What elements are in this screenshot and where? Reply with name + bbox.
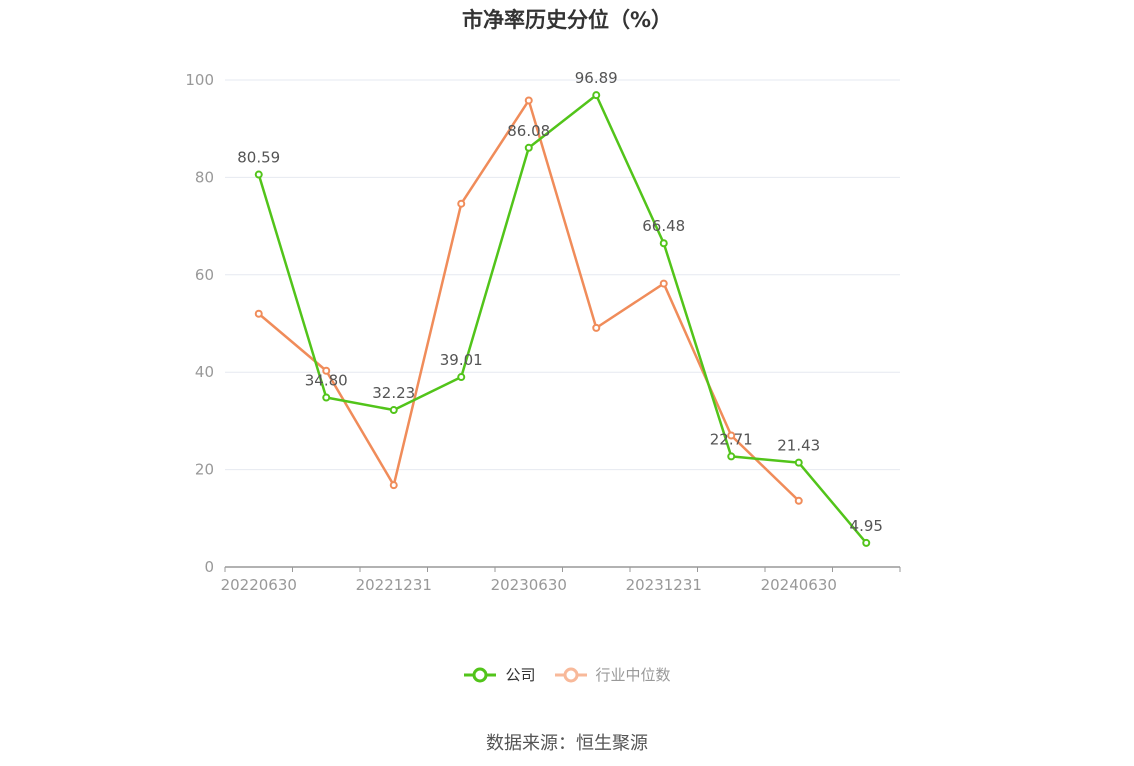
data-point-company xyxy=(592,91,601,100)
y-tick-label: 100 xyxy=(185,71,214,89)
data-label-company: 34.80 xyxy=(305,372,348,390)
y-tick-label: 0 xyxy=(204,558,214,576)
y-tick-label: 20 xyxy=(195,461,214,479)
data-labels: 80.59 34.80 32.23 39.01 86.08 96.89 66.48 22.71… xyxy=(237,69,883,535)
data-point-industry xyxy=(592,323,601,332)
legend-marker-company xyxy=(464,667,497,682)
series-layer xyxy=(254,91,871,547)
data-label-company: 96.89 xyxy=(575,69,618,87)
source-note: 数据来源：恒生聚源 xyxy=(486,733,648,754)
data-point-industry xyxy=(659,279,668,288)
data-point-industry xyxy=(389,481,398,490)
x-tick-label: 20240630 xyxy=(761,576,837,594)
data-point-company xyxy=(862,538,871,547)
x-tick-label: 20220630 xyxy=(221,576,297,594)
data-label-company: 66.48 xyxy=(642,217,685,235)
legend-marker-industry xyxy=(554,667,587,682)
data-label-company: 4.95 xyxy=(850,517,883,535)
legend-label-industry: 行业中位数 xyxy=(595,666,671,684)
data-point-industry xyxy=(524,96,533,105)
data-label-company: 86.08 xyxy=(507,122,550,140)
data-point-company xyxy=(457,373,466,382)
data-label-company: 32.23 xyxy=(372,384,415,402)
data-point-company xyxy=(727,452,736,461)
data-label-company: 80.59 xyxy=(237,149,280,167)
grid-lines xyxy=(225,79,900,471)
data-point-industry xyxy=(457,199,466,208)
x-tick-label: 20221231 xyxy=(356,576,432,594)
data-label-company: 22.71 xyxy=(710,430,753,448)
data-point-industry xyxy=(794,496,803,505)
axes: 0 20 40 60 80 100 20220630 20221231 20230630 2023… xyxy=(185,71,901,594)
chart-title: 市净率历史分位（%） xyxy=(461,8,673,32)
y-tick-label: 40 xyxy=(195,363,214,381)
data-point-industry xyxy=(254,309,263,318)
data-label-company: 21.43 xyxy=(777,437,820,455)
data-point-company xyxy=(254,170,263,179)
data-label-company: 39.01 xyxy=(440,351,483,369)
data-point-company xyxy=(794,458,803,467)
data-point-company xyxy=(389,406,398,415)
legend-item-company[interactable]: 公司 xyxy=(463,664,536,685)
legend-label-company: 公司 xyxy=(505,666,536,684)
y-tick-label: 60 xyxy=(195,266,214,284)
legend: 公司 行业中位数 xyxy=(0,664,1134,685)
y-tick-label: 80 xyxy=(195,168,214,186)
data-point-industry xyxy=(727,431,736,440)
data-point-industry xyxy=(322,366,331,375)
x-tick-label: 20231231 xyxy=(626,576,702,594)
legend-item-industry[interactable]: 行业中位数 xyxy=(554,664,671,685)
series-line-company xyxy=(257,93,868,544)
data-point-company xyxy=(322,393,331,402)
data-point-company xyxy=(524,143,533,152)
data-point-company xyxy=(659,239,668,248)
x-tick-label: 20230630 xyxy=(491,576,567,594)
